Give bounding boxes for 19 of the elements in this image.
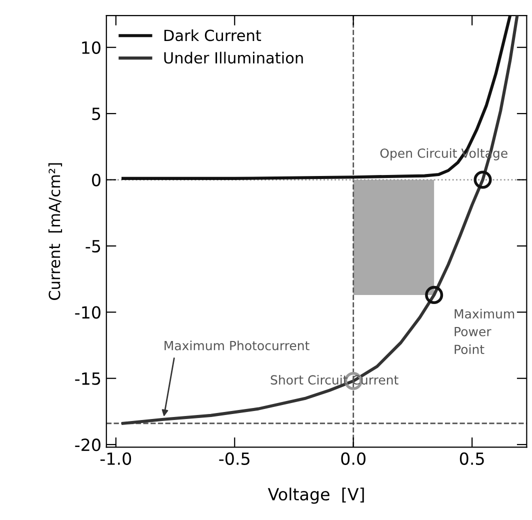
x-tick-label: -1.0 xyxy=(100,452,132,465)
x-tick-label: 0.0 xyxy=(341,452,366,465)
x-tick-label: -0.5 xyxy=(219,452,250,465)
y-tick-label: 0 xyxy=(92,174,100,186)
y-tick-label: -20 xyxy=(75,438,100,452)
y-tick-label: -10 xyxy=(75,306,100,319)
annotation: Maximum Photocurrent xyxy=(164,340,310,350)
line-series xyxy=(121,16,519,425)
y-tick-label: -15 xyxy=(75,372,100,385)
annotation: Maximum Power Point xyxy=(454,308,514,354)
y-tick-label: 10 xyxy=(82,41,100,54)
y-axis-title: Current [mA/cm²] xyxy=(48,163,62,300)
y-tick-label: -5 xyxy=(86,240,100,253)
line-series xyxy=(121,16,512,180)
legend-label: Dark Current xyxy=(164,29,262,42)
legend-label: Under Illumination xyxy=(164,52,303,64)
x-axis-title: Voltage [V] xyxy=(268,488,364,504)
y-tick-label: 5 xyxy=(92,108,100,120)
x-tick-label: 0.5 xyxy=(460,452,484,465)
